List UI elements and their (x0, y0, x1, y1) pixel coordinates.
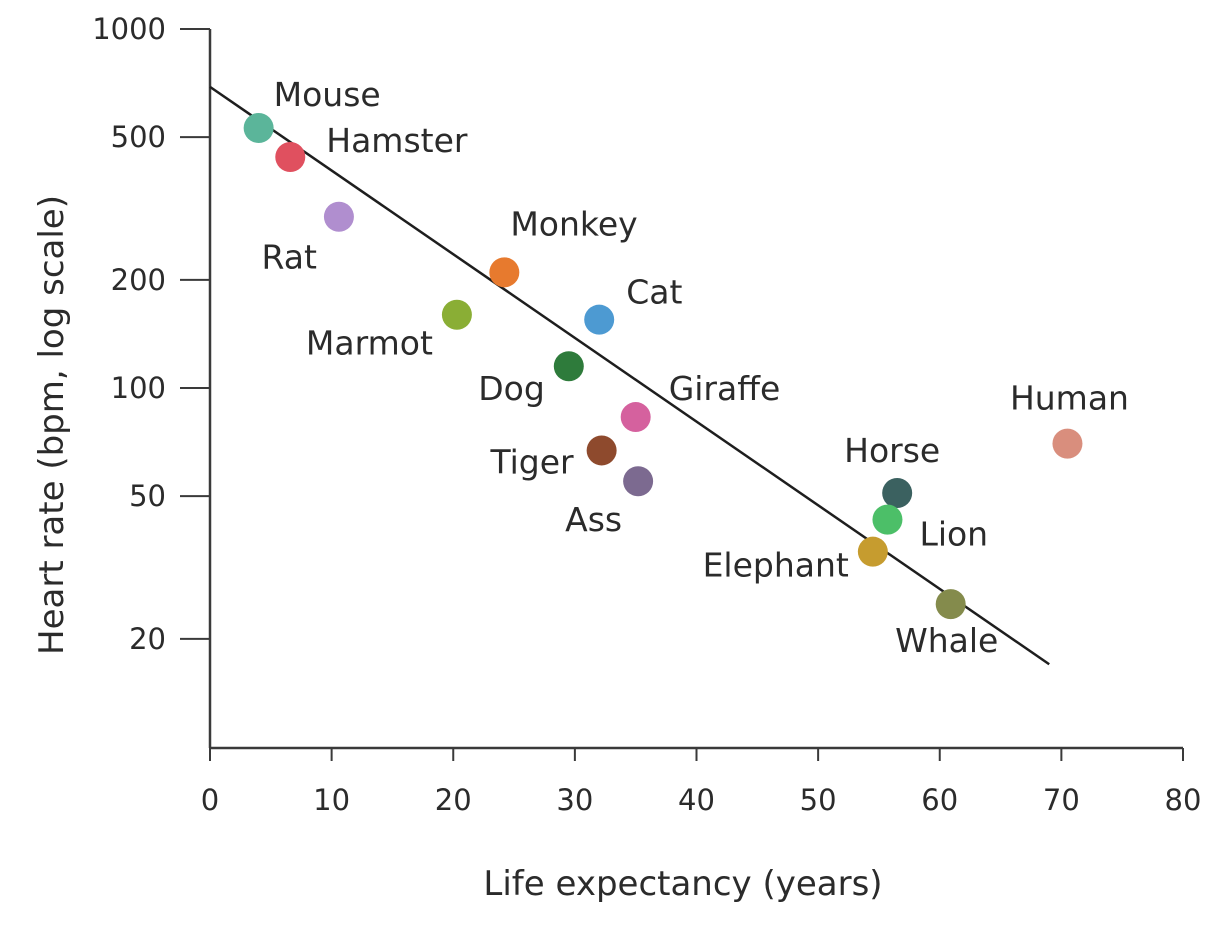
point-label-rat: Rat (262, 238, 317, 277)
point-label-marmot: Marmot (306, 324, 433, 363)
point-label-mouse: Mouse (274, 75, 381, 114)
x-axis-ticks: 0 10 20 30 40 50 60 70 80 (201, 748, 1202, 817)
point-label-monkey: Monkey (510, 204, 637, 243)
trend-line (209, 85, 1050, 666)
point-tiger (586, 435, 617, 466)
y-axis-ticks: 20 50 100 200 500 1000 (92, 12, 210, 656)
point-label-whale: Whale (895, 621, 998, 660)
x-tick-label: 40 (678, 783, 715, 817)
y-tick-label: 500 (111, 120, 166, 154)
point-label-lion: Lion (919, 515, 988, 554)
y-tick-label: 200 (111, 263, 166, 297)
point-whale (935, 589, 966, 620)
point-label-hamster: Hamster (326, 121, 468, 160)
point-label-horse: Horse (844, 431, 940, 470)
y-tick-label: 100 (111, 371, 166, 405)
point-label-human: Human (1010, 379, 1129, 418)
x-tick-label: 60 (921, 783, 958, 817)
x-tick-label: 30 (556, 783, 593, 817)
x-tick-label: 80 (1165, 783, 1202, 817)
data-points (243, 112, 1083, 620)
point-mouse (243, 112, 274, 143)
y-tick-label: 50 (129, 479, 166, 513)
point-label-elephant: Elephant (703, 546, 849, 585)
point-lion (872, 504, 903, 535)
point-horse (882, 477, 913, 508)
point-marmot (441, 299, 472, 330)
point-elephant (857, 536, 888, 567)
point-label-dog: Dog (478, 369, 545, 408)
point-labels: Mouse Hamster Rat Monkey Marmot Cat Dog Giraffe… (262, 75, 1129, 660)
point-rat (323, 201, 354, 232)
y-tick-label: 1000 (92, 12, 166, 46)
x-tick-label: 10 (313, 783, 350, 817)
point-cat (584, 304, 615, 335)
y-tick-label: 20 (129, 622, 166, 656)
point-monkey (489, 257, 520, 288)
x-axis-title: Life expectancy (years) (483, 864, 882, 904)
x-tick-label: 70 (1043, 783, 1080, 817)
point-label-cat: Cat (626, 273, 682, 312)
point-label-tiger: Tiger (489, 442, 574, 481)
point-label-giraffe: Giraffe (669, 369, 781, 408)
point-dog (553, 351, 584, 382)
y-axis-title: Heart rate (bpm, log scale) (32, 195, 72, 655)
x-tick-label: 50 (800, 783, 837, 817)
point-ass (623, 466, 654, 497)
x-tick-label: 0 (201, 783, 219, 817)
point-hamster (275, 142, 306, 173)
point-label-ass: Ass (565, 500, 622, 539)
point-giraffe (620, 402, 651, 433)
x-tick-label: 20 (435, 783, 472, 817)
point-human (1052, 428, 1083, 459)
